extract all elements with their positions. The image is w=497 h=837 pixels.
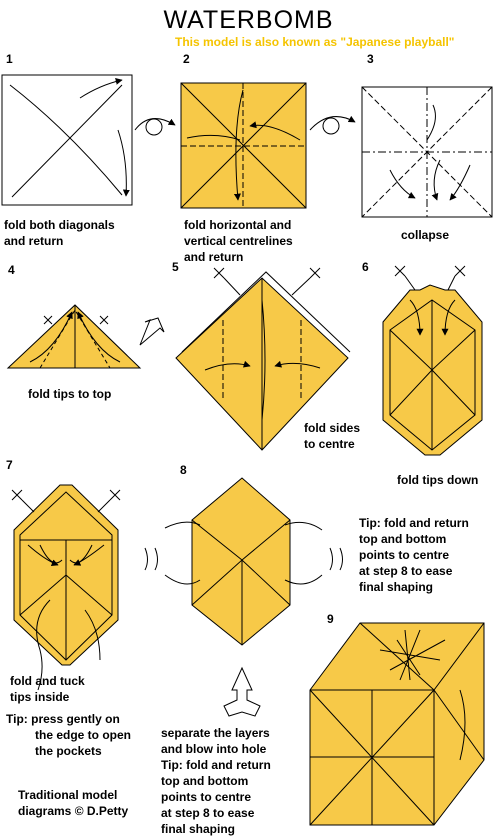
step-1-arrow-top: [79, 77, 123, 99]
step-6-caption: fold tips down: [397, 473, 479, 487]
step-2-diagram: [180, 82, 307, 209]
hollow-arrow-4-5: [139, 317, 165, 346]
step-8-number: 8: [180, 463, 187, 477]
credit-text: Traditional model diagrams © D.Petty: [18, 788, 129, 818]
blow-arrow: [223, 666, 261, 717]
step-9-diagram: [309, 622, 485, 826]
step-6-diagram: [382, 265, 483, 456]
step-2-number: 2: [183, 52, 190, 66]
step-7-diagram: [11, 484, 121, 691]
loop-arrow-2-3: [309, 115, 356, 135]
step-5-number: 5: [172, 260, 179, 274]
step-1-arrow-right: [117, 129, 130, 197]
step-2-caption: fold horizontal and vertical centrelines a…: [184, 218, 293, 264]
step-8-caption: separate the layers and blow into hole: [161, 726, 270, 756]
step-1-caption: fold both diagonals and return: [4, 218, 115, 248]
page-subtitle: This model is also known as "Japanese pl…: [175, 35, 455, 49]
step-7-caption: fold and tuck tips inside: [10, 674, 85, 704]
tip-press-text: Tip: press gently on the edge to open th…: [6, 712, 131, 758]
step-4-number: 4: [8, 263, 15, 277]
step-3-number: 3: [367, 52, 374, 66]
step-8-diagram: [144, 477, 343, 717]
step-3-caption: collapse: [401, 228, 450, 242]
step-4-diagram: [6, 304, 142, 369]
step-9-number: 9: [327, 612, 334, 626]
tip-right-text: Tip: fold and return top and bottom point…: [359, 516, 469, 594]
page-title: WATERBOMB: [163, 6, 334, 34]
step-3-diagram: [361, 86, 493, 218]
step-6-number: 6: [362, 260, 369, 274]
step-1-diagram: [1, 74, 133, 206]
step-5-caption: fold sides to centre: [304, 421, 361, 451]
loop-arrow-1-2: [134, 118, 176, 136]
step-7-number: 7: [6, 458, 13, 472]
step-4-caption: fold tips to top: [28, 387, 112, 401]
step-1-number: 1: [6, 52, 13, 66]
step-5-diagram: [175, 267, 351, 451]
